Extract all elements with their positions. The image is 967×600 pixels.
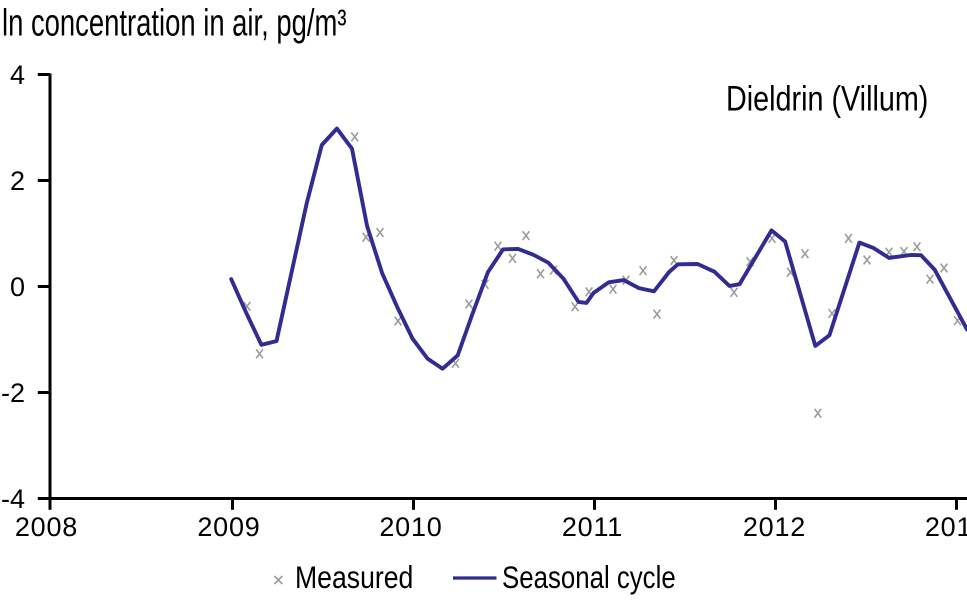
svg-text:4: 4 bbox=[10, 60, 25, 90]
svg-text:2008: 2008 bbox=[15, 512, 78, 542]
svg-text:Seasonal cycle: Seasonal cycle bbox=[502, 561, 676, 595]
svg-text:-4: -4 bbox=[1, 484, 25, 514]
svg-text:Dieldrin (Villum): Dieldrin (Villum) bbox=[726, 79, 928, 119]
svg-text:2012: 2012 bbox=[743, 512, 806, 542]
svg-text:2: 2 bbox=[10, 166, 25, 196]
svg-text:2009: 2009 bbox=[197, 512, 260, 542]
svg-text:2011: 2011 bbox=[562, 512, 623, 542]
svg-text:2010: 2010 bbox=[379, 512, 442, 542]
svg-text:0: 0 bbox=[10, 272, 25, 302]
svg-text:ln concentration in air, pg/m³: ln concentration in air, pg/m³ bbox=[2, 2, 346, 44]
svg-text:-2: -2 bbox=[1, 378, 25, 408]
svg-text:Measured: Measured bbox=[295, 561, 413, 595]
svg-text:2013: 2013 bbox=[925, 512, 967, 542]
